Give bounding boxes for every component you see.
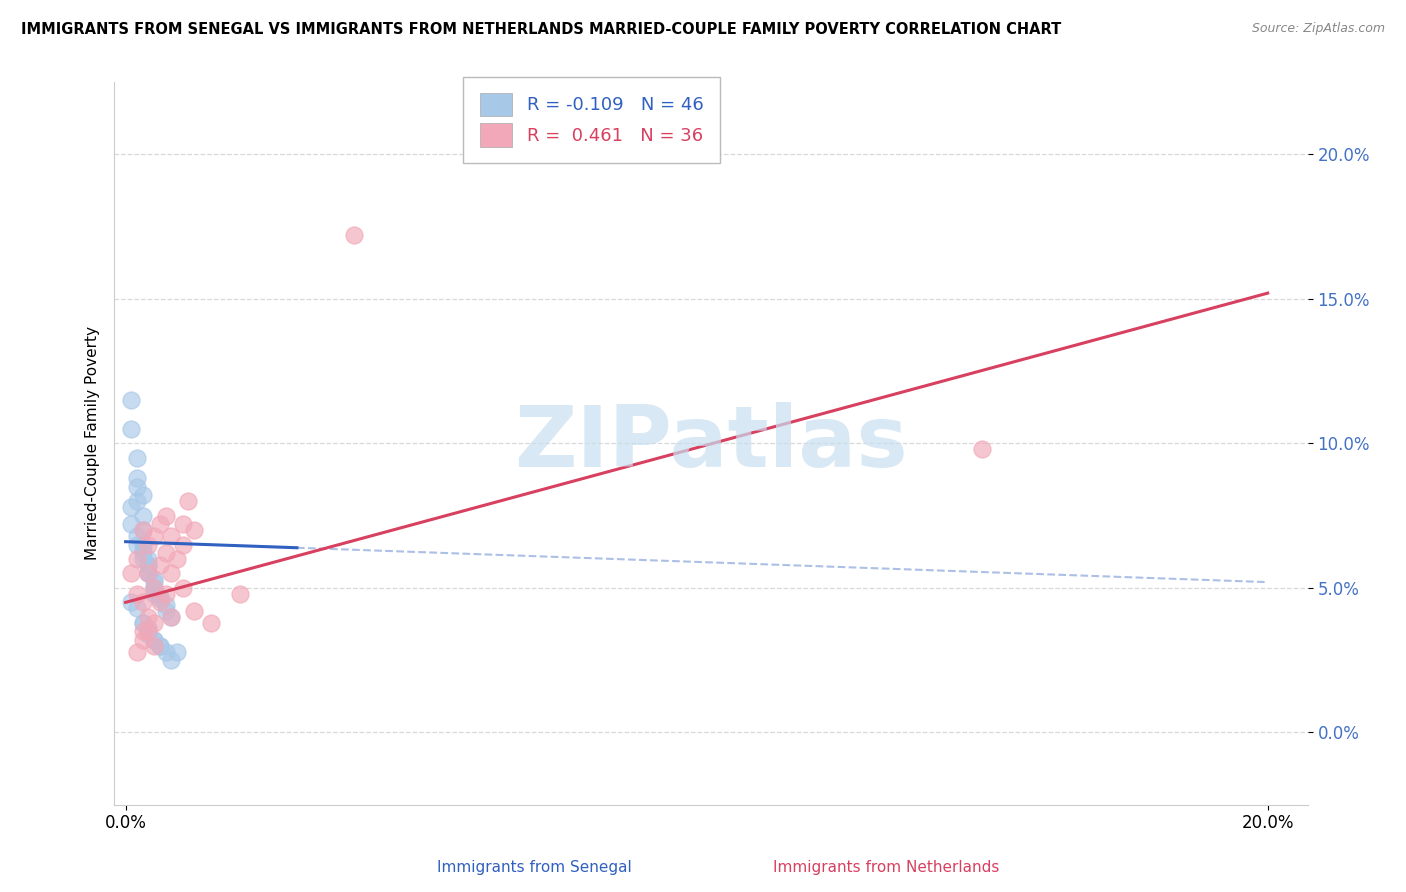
Point — [160, 610, 183, 624]
Point — [155, 508, 177, 523]
Point — [343, 228, 366, 243]
Point — [143, 529, 166, 543]
Point — [143, 581, 166, 595]
Point — [132, 488, 155, 502]
Point — [125, 644, 148, 658]
Text: IMMIGRANTS FROM SENEGAL VS IMMIGRANTS FROM NETHERLANDS MARRIED-COUPLE FAMILY POV: IMMIGRANTS FROM SENEGAL VS IMMIGRANTS FR… — [21, 22, 1062, 37]
Point — [138, 566, 160, 581]
Point — [972, 442, 994, 457]
Point — [138, 627, 160, 641]
Point — [172, 538, 194, 552]
Point — [160, 610, 183, 624]
Point — [143, 615, 166, 630]
Point — [149, 517, 172, 532]
Text: ZIPatlas: ZIPatlas — [515, 402, 908, 485]
Point — [143, 587, 166, 601]
Point — [143, 581, 166, 595]
Point — [183, 523, 205, 537]
Point — [149, 639, 172, 653]
Point — [143, 572, 166, 586]
Point — [149, 558, 172, 572]
Point — [160, 566, 183, 581]
Point — [120, 595, 142, 609]
Point — [125, 529, 148, 543]
Point — [132, 538, 155, 552]
Point — [155, 604, 177, 618]
Point — [125, 471, 148, 485]
Point — [132, 523, 155, 537]
Point — [155, 587, 177, 601]
Point — [143, 575, 166, 590]
Text: Immigrants from Netherlands: Immigrants from Netherlands — [772, 861, 1000, 875]
Point — [155, 599, 177, 613]
Point — [172, 517, 194, 532]
Point — [160, 529, 183, 543]
Point — [172, 581, 194, 595]
Point — [125, 450, 148, 465]
Point — [143, 581, 166, 595]
Point — [132, 523, 155, 537]
Point — [155, 644, 177, 658]
Point — [138, 610, 160, 624]
Point — [177, 494, 200, 508]
Point — [138, 558, 160, 572]
Point — [143, 632, 166, 647]
Point — [125, 494, 148, 508]
Text: Source: ZipAtlas.com: Source: ZipAtlas.com — [1251, 22, 1385, 36]
Point — [166, 552, 188, 566]
Point — [183, 604, 205, 618]
Legend: R = -0.109   N = 46, R =  0.461   N = 36: R = -0.109 N = 46, R = 0.461 N = 36 — [464, 77, 720, 163]
Point — [138, 538, 160, 552]
Text: Immigrants from Senegal: Immigrants from Senegal — [437, 861, 631, 875]
Point — [125, 601, 148, 615]
Point — [138, 558, 160, 572]
Point — [125, 480, 148, 494]
Point — [125, 587, 148, 601]
Point — [132, 508, 155, 523]
Point — [160, 653, 183, 667]
Point — [149, 592, 172, 607]
Point — [120, 392, 142, 407]
Point — [132, 624, 155, 639]
Point — [120, 566, 142, 581]
Point — [125, 538, 148, 552]
Point — [132, 595, 155, 609]
Point — [229, 587, 252, 601]
Point — [149, 590, 172, 604]
Point — [125, 552, 148, 566]
Point — [132, 615, 155, 630]
Point — [138, 566, 160, 581]
Y-axis label: Married-Couple Family Poverty: Married-Couple Family Poverty — [86, 326, 100, 560]
Point — [120, 500, 142, 514]
Point — [138, 552, 160, 566]
Point — [120, 517, 142, 532]
Point — [138, 621, 160, 635]
Point — [120, 422, 142, 436]
Point — [155, 546, 177, 560]
Point — [138, 624, 160, 639]
Point — [132, 552, 155, 566]
Point — [132, 632, 155, 647]
Point — [132, 543, 155, 558]
Point — [132, 615, 155, 630]
Point — [138, 566, 160, 581]
Point — [143, 639, 166, 653]
Point — [166, 644, 188, 658]
Point — [149, 595, 172, 609]
Point — [143, 632, 166, 647]
Point — [200, 615, 222, 630]
Point — [138, 624, 160, 639]
Point — [132, 546, 155, 560]
Point — [149, 639, 172, 653]
